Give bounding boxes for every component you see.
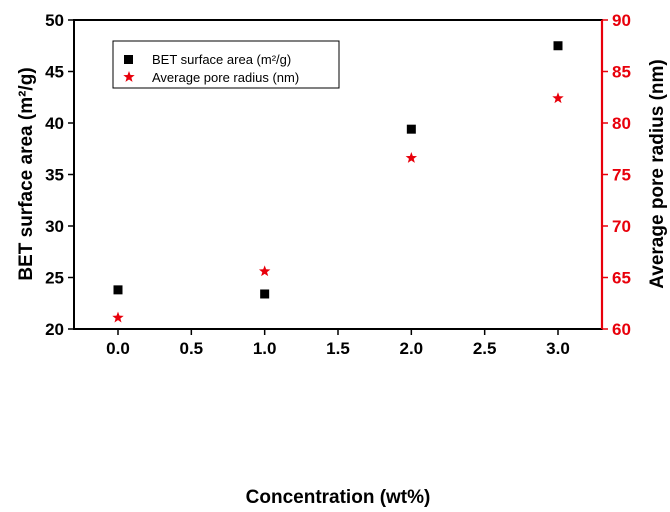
pore-radius-point (552, 92, 564, 104)
left-y-tick-label: 50 (45, 11, 64, 30)
x-axis-title: Concentration (wt%) (246, 487, 431, 508)
legend: BET surface area (m²/g) Average pore rad… (112, 40, 340, 89)
left-y-tick-label: 20 (45, 320, 64, 339)
left-y-tick-label: 25 (45, 269, 64, 288)
x-tick-label: 2.5 (473, 339, 497, 358)
bet-surface-area-point (553, 41, 563, 51)
x-tick-label: 2.0 (400, 339, 424, 358)
pore-radius-point (258, 265, 271, 277)
right-y-axis-ticks: 60 65 70 75 80 85 90 (602, 11, 631, 339)
legend-square-marker (124, 55, 133, 64)
legend-star-marker (123, 71, 135, 82)
left-y-tick-label: 30 (45, 217, 64, 236)
left-y-tick-label: 35 (45, 166, 64, 185)
x-tick-label: 0.5 (180, 339, 204, 358)
x-tick-label: 1.0 (253, 339, 277, 358)
bet-surface-area-point (406, 124, 416, 134)
left-y-tick-label: 40 (45, 114, 64, 133)
legend-label-bet: BET surface area (m²/g) (152, 52, 291, 67)
right-y-tick-label: 80 (612, 114, 631, 133)
right-y-tick-label: 65 (612, 269, 631, 288)
left-y-axis-title: BET surface area (m²/g) (16, 67, 37, 280)
x-tick-label: 3.0 (546, 339, 570, 358)
legend-box (112, 40, 340, 89)
right-y-tick-label: 60 (612, 320, 631, 339)
bet-surface-area-point (260, 289, 270, 299)
legend-label-pore-radius: Average pore radius (nm) (152, 70, 299, 85)
x-tick-label: 0.0 (106, 339, 130, 358)
x-tick-label: 1.5 (326, 339, 350, 358)
right-y-tick-label: 90 (612, 11, 631, 30)
left-y-axis-ticks: 20 25 30 35 40 45 50 (45, 11, 74, 339)
right-y-tick-label: 70 (612, 217, 631, 236)
data-points (112, 41, 564, 323)
right-y-tick-label: 75 (612, 166, 631, 185)
pore-radius-point (405, 152, 418, 163)
right-y-tick-label: 85 (612, 63, 631, 82)
right-y-axis-title: Average pore radius (nm) (647, 59, 668, 288)
x-axis-ticks: 0.0 0.5 1.0 1.5 2.0 2.5 3.0 (106, 329, 570, 358)
left-y-tick-label: 45 (45, 63, 64, 82)
bet-surface-area-point (113, 285, 123, 295)
pore-radius-point (112, 311, 124, 323)
